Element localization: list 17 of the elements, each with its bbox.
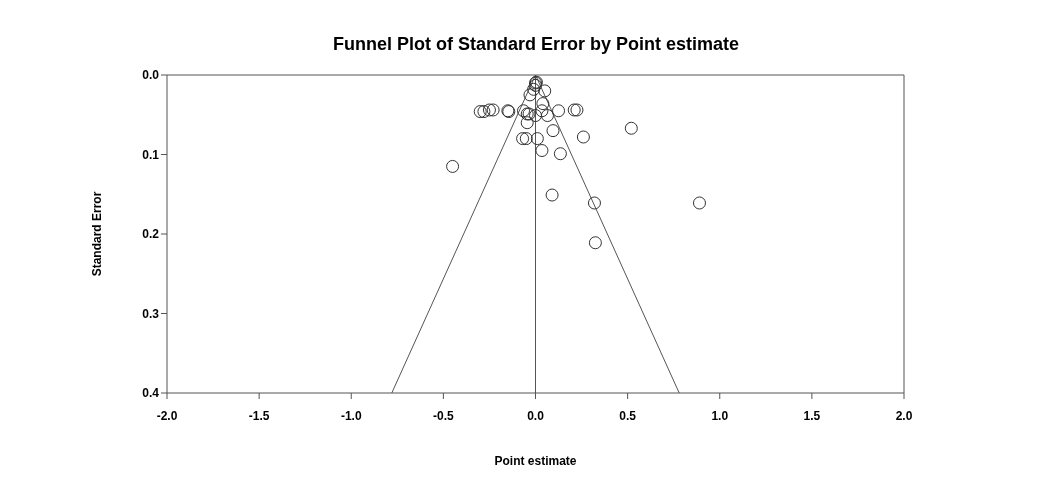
x-tick-label: 0.0 xyxy=(527,408,545,423)
chart-title: Funnel Plot of Standard Error by Point estimate xyxy=(331,34,740,55)
x-axis-title: Point estimate xyxy=(494,454,577,468)
x-tick-label: -0.5 xyxy=(433,408,455,423)
y-tick-label: 0.1 xyxy=(142,147,160,162)
x-tick-label: 0.5 xyxy=(619,408,637,423)
x-tick-label: -1.5 xyxy=(248,408,270,423)
y-tick-label: 0.3 xyxy=(142,306,160,321)
x-tick-label: 1.5 xyxy=(803,408,821,423)
y-tick-label: 0.4 xyxy=(142,386,160,401)
y-axis-title: Standard Error xyxy=(90,191,105,277)
x-tick-label: 1.0 xyxy=(711,408,729,423)
x-tick-label: -1.0 xyxy=(340,408,362,423)
y-tick-label: 0.0 xyxy=(142,68,160,83)
y-tick-label: 0.2 xyxy=(142,227,160,242)
x-tick-label: -2.0 xyxy=(156,408,178,423)
x-tick-label: 2.0 xyxy=(895,408,913,423)
